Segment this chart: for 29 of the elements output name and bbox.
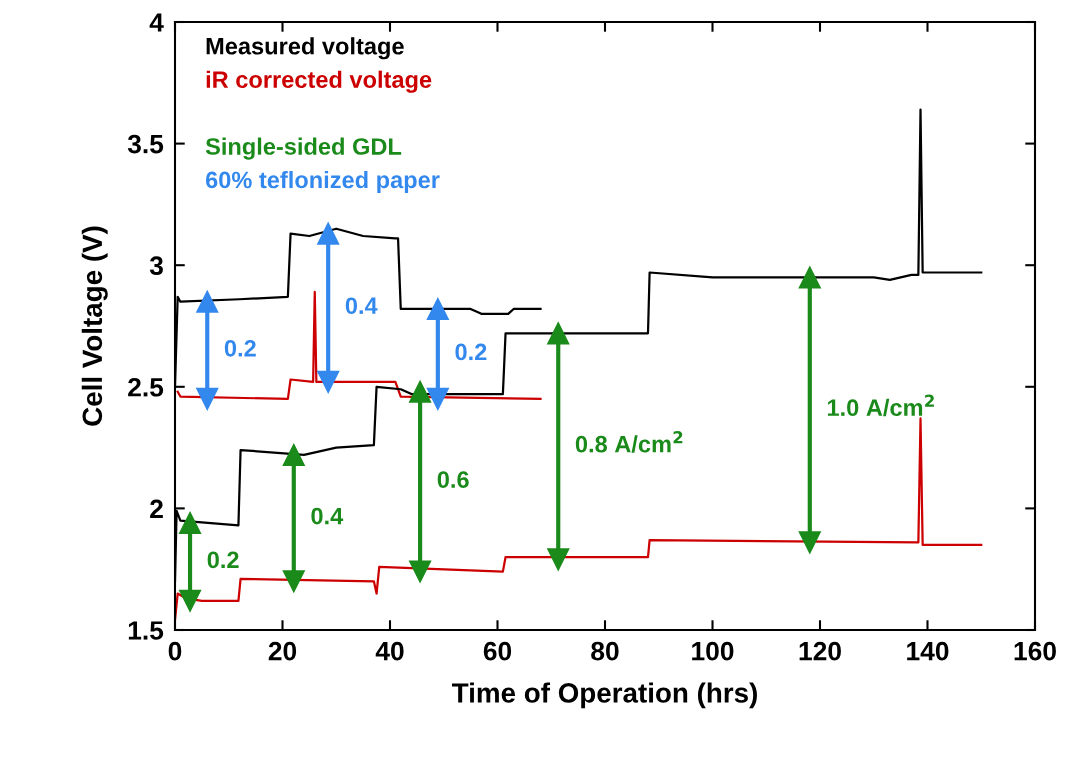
y-tick-label: 2 [150, 499, 163, 518]
x-tick-label: 100 [692, 641, 734, 661]
series-label: 0.2 [455, 343, 487, 361]
legend-label: Measured voltage [206, 37, 404, 60]
x-tick-label: 40 [375, 641, 404, 661]
series-label: 0.4 [311, 507, 344, 525]
y-tick-label: 4 [149, 13, 164, 32]
annotation: Single-sided GDL [205, 137, 402, 160]
series-label: 0.6 [437, 471, 469, 488]
series-label: 0.2 [224, 339, 256, 357]
y-axis-title: Cell Voltage (V) [81, 226, 108, 426]
y-tick-label: 3.5 [127, 134, 164, 154]
x-tick-label: 80 [591, 641, 619, 661]
x-tick-label: 60 [483, 641, 512, 661]
x-tick-label: 140 [907, 641, 949, 661]
y-tick-label: 2.5 [128, 377, 164, 397]
annotation: 60% teflonized paper [205, 170, 440, 193]
x-axis-title: Time of Operation (hrs) [452, 682, 757, 709]
series-label: 0.8 A/cm$^{2}$ [575, 431, 683, 453]
series-label: 0.4 [345, 297, 378, 315]
y-tick-label: 3 [149, 256, 163, 276]
text: iR corrected voltage [206, 70, 432, 93]
x-tick-label: 20 [268, 641, 297, 661]
x-tick-label: 0 [168, 641, 182, 661]
y-tick-label: 1.5 [128, 621, 164, 640]
x-tick-label: 160 [1014, 641, 1056, 661]
x-tick-label: 120 [799, 641, 841, 661]
series-label: 0.2 [207, 551, 239, 569]
series-label: 1.0 A/cm$^{2}$ [827, 394, 934, 417]
